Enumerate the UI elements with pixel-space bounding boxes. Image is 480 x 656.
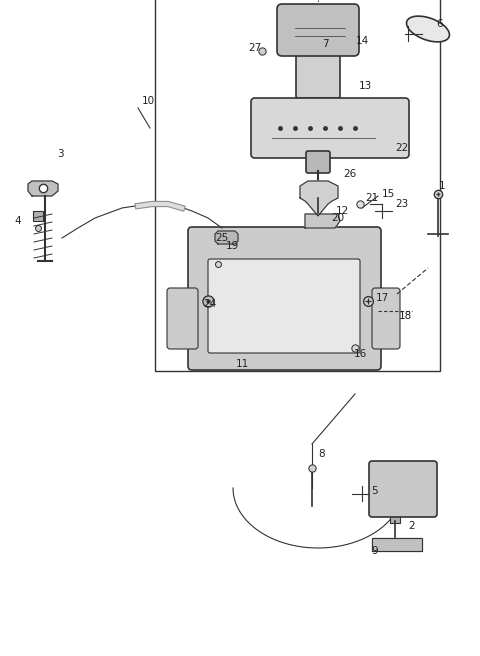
Polygon shape [300, 181, 338, 216]
Text: 1: 1 [439, 181, 445, 191]
Polygon shape [372, 538, 422, 551]
Text: 12: 12 [336, 206, 348, 216]
Text: 21: 21 [365, 193, 379, 203]
Text: 24: 24 [204, 299, 216, 309]
Text: 27: 27 [248, 43, 262, 53]
Text: 15: 15 [382, 189, 395, 199]
Text: 3: 3 [57, 149, 63, 159]
FancyBboxPatch shape [251, 98, 409, 158]
Text: 17: 17 [375, 293, 389, 303]
FancyBboxPatch shape [188, 227, 381, 370]
Polygon shape [28, 181, 58, 196]
Text: 26: 26 [343, 169, 357, 179]
Text: 2: 2 [408, 521, 415, 531]
Text: 4: 4 [15, 216, 21, 226]
Ellipse shape [407, 16, 449, 42]
Text: 10: 10 [142, 96, 155, 106]
Text: 16: 16 [353, 349, 367, 359]
Text: 14: 14 [355, 36, 369, 46]
FancyBboxPatch shape [167, 288, 198, 349]
Text: 18: 18 [398, 311, 412, 321]
FancyBboxPatch shape [277, 4, 359, 56]
FancyBboxPatch shape [296, 39, 340, 98]
FancyBboxPatch shape [306, 151, 330, 173]
Text: 8: 8 [319, 449, 325, 459]
Text: 6: 6 [437, 19, 444, 29]
Polygon shape [215, 231, 238, 244]
Text: 7: 7 [322, 39, 328, 49]
Text: 20: 20 [331, 213, 345, 223]
Polygon shape [305, 214, 340, 228]
Text: 9: 9 [372, 546, 378, 556]
Text: 23: 23 [396, 199, 408, 209]
Text: 22: 22 [396, 143, 408, 153]
Text: 13: 13 [359, 81, 372, 91]
FancyBboxPatch shape [372, 288, 400, 349]
Ellipse shape [298, 36, 338, 46]
Text: 19: 19 [226, 241, 239, 251]
Text: 25: 25 [216, 233, 228, 243]
Text: 5: 5 [372, 486, 378, 496]
Text: 11: 11 [235, 359, 249, 369]
FancyBboxPatch shape [208, 259, 360, 353]
FancyBboxPatch shape [369, 461, 437, 517]
